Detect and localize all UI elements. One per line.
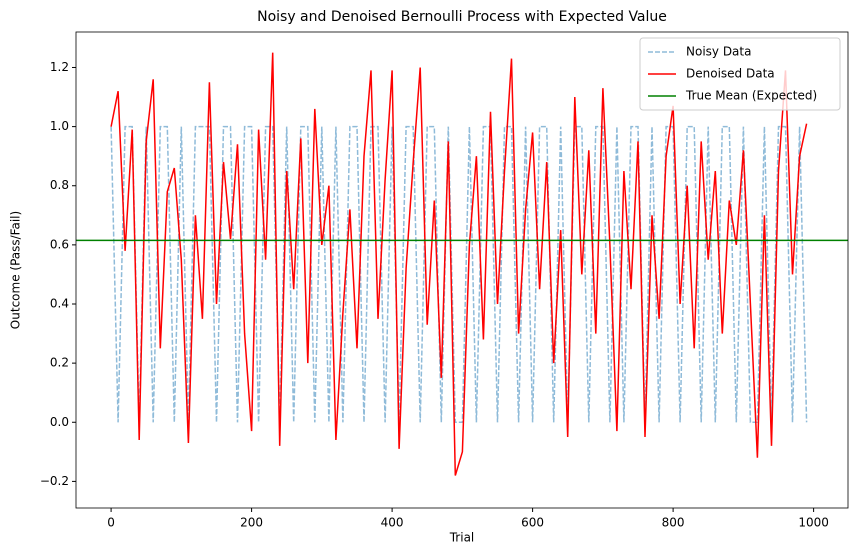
chart-title: Noisy and Denoised Bernoulli Process wit… bbox=[257, 9, 667, 25]
x-tick-label: 1000 bbox=[798, 516, 829, 530]
legend-label: True Mean (Expected) bbox=[685, 89, 817, 103]
y-axis-label: Outcome (Pass/Fail) bbox=[9, 211, 23, 329]
series-line bbox=[110, 52, 808, 476]
plot bbox=[76, 52, 848, 476]
series-line bbox=[110, 125, 808, 424]
y-tick-label: −0.2 bbox=[40, 474, 69, 488]
x-tick-label: 600 bbox=[521, 516, 544, 530]
y-tick-label: 1.0 bbox=[50, 119, 69, 133]
axes-frame bbox=[75, 31, 849, 509]
legend-label: Denoised Data bbox=[686, 67, 775, 81]
y-tick-label: 0.2 bbox=[50, 356, 69, 370]
y-tick-label: 0.0 bbox=[50, 415, 69, 429]
x-tick-label: 0 bbox=[107, 516, 115, 530]
x-tick-label: 400 bbox=[381, 516, 404, 530]
x-axis-label: Trial bbox=[449, 531, 475, 545]
y-tick-label: 0.4 bbox=[50, 297, 69, 311]
y-tick-label: 0.8 bbox=[50, 178, 69, 192]
x-tick-label: 200 bbox=[240, 516, 263, 530]
legend-box bbox=[639, 37, 841, 111]
y-tick-label: 0.6 bbox=[50, 237, 69, 251]
x-tick-label: 800 bbox=[662, 516, 685, 530]
legend-label: Noisy Data bbox=[686, 45, 751, 59]
y-tick-label: 1.2 bbox=[50, 60, 69, 74]
